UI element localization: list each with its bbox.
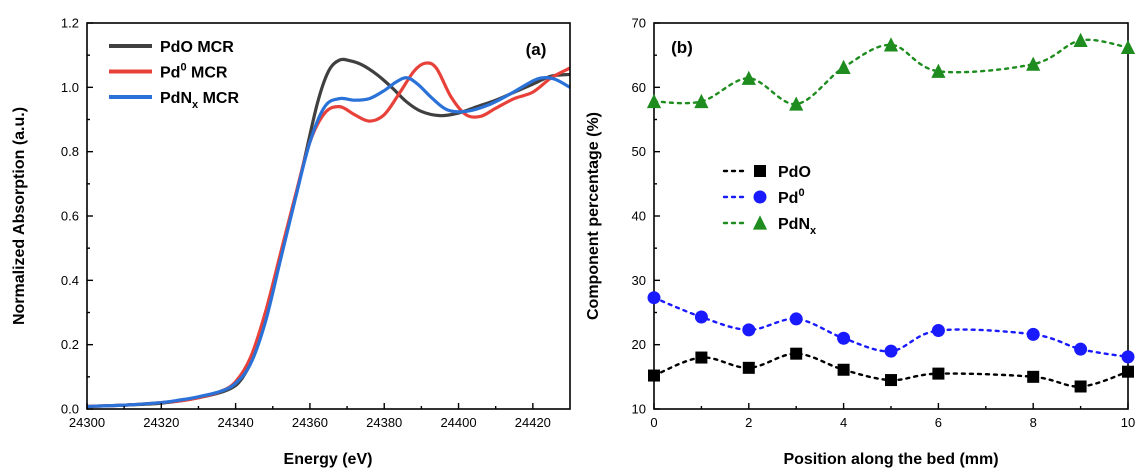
panel-a-y-tick-label: 0.6: [61, 209, 79, 224]
panel-b-series-line-pdnx: [652, 38, 1130, 106]
panel-b-x-tick-label: 0: [650, 415, 657, 430]
panel-a-legend-entry: Pd0 MCR: [160, 62, 228, 82]
panel-b-x-tick-label: 2: [745, 415, 752, 430]
panel-b-point-pdnx: [694, 93, 709, 109]
panel-b-ticks: 0 2 4 6 8 10 10 20 30 40 50 60 70: [632, 16, 1136, 431]
panel-a-y-tick-label: 0.4: [61, 273, 79, 288]
panel-b-y-axis-title: Component percentage (%): [585, 112, 602, 320]
panel-b-x-tick-label: 8: [1030, 415, 1037, 430]
panel-a-y-tick-label: 0.8: [61, 144, 79, 159]
panel-b-point-pd0: [884, 344, 898, 358]
panel-b-y-tick-label: 20: [632, 337, 646, 352]
panel-a-x-tick-label: 24400: [440, 415, 476, 430]
panel-b-point-pdnx: [1073, 32, 1088, 47]
panel-b-y-tick-label: 60: [632, 80, 646, 95]
panel-b-x-tick-label: 4: [840, 415, 847, 430]
panel-b-point-pdo: [695, 351, 708, 364]
panel-a-x-tick-label: 24320: [143, 415, 179, 430]
panel-b-point-pdo: [1027, 370, 1040, 383]
panel-a-legend-entry: PdNx MCR: [160, 90, 239, 111]
panel-b-point-pd0: [1121, 350, 1135, 364]
panel-b-point-pd0: [694, 310, 708, 324]
panel-b-y-tick-label: 10: [632, 402, 646, 417]
panel-a-ticks: 24300 24320 24340 24360 24380 24400 24420 0.0 0.…: [61, 16, 551, 431]
panel-b-legend-marker: [753, 190, 767, 204]
panel-b-point-pd0: [931, 324, 945, 338]
panel-a-series-group: [86, 57, 571, 409]
panel-b-point-pd0: [1074, 342, 1088, 356]
panel-a-series-line-pdnx-mcr: [86, 75, 571, 409]
panel-b-point-pd0: [647, 291, 661, 305]
panel-b-y-tick-label: 40: [632, 209, 646, 224]
panel-a-y-tick-label: 1.2: [61, 16, 79, 31]
panel-b-point-pd0: [789, 312, 803, 326]
panel-b-series-line-pdo: [652, 352, 1130, 388]
panel-b-legend-entry: Pd0: [778, 187, 805, 207]
panel-b-legend-entry: PdNx: [778, 216, 817, 237]
panel-b-point-pdnx: [883, 37, 899, 52]
panel-b-point-pd0: [837, 331, 851, 345]
panel-a-legend: PdO MCR Pd0 MCR PdNx MCR: [109, 39, 239, 111]
panel-b-point-pdnx: [789, 96, 804, 111]
panel-b-y-tick-label: 50: [632, 144, 646, 159]
panel-b-x-axis-title: Position along the bed (mm): [783, 451, 998, 468]
panel-b-point-pdo: [885, 374, 897, 387]
panel-b-point-pdnx: [931, 63, 946, 78]
panel-b-point-pdnx: [646, 93, 662, 109]
panel-a-series-line-pd0-mcr: [86, 61, 571, 409]
panel-b-point-pdnx: [1120, 39, 1136, 55]
panel-b-legend-marker: [754, 165, 766, 177]
panel-a-y-tick-label: 1.0: [61, 80, 79, 95]
panel-a-x-tick-label: 24380: [366, 415, 402, 430]
panel-b-point-pdo: [932, 367, 945, 380]
panel-b-point-pd0: [742, 323, 756, 337]
panel-b-point-pdo: [648, 369, 660, 382]
panel-a-x-axis-title: Energy (eV): [284, 451, 373, 468]
panel-b-point-pdo: [1074, 380, 1087, 393]
panel-a-x-tick-label: 24300: [69, 415, 105, 430]
panel-b-x-tick-label: 6: [935, 415, 942, 430]
panel-a-x-tick-label: 24420: [515, 415, 551, 430]
panel-b-point-pdnx: [1026, 56, 1041, 71]
panel-a-y-axis-title: Normalized Absorption (a.u.): [11, 107, 28, 325]
panel-b-series-line-pd0: [652, 296, 1130, 359]
panel-b-series-group: [646, 32, 1136, 393]
panel-a-y-tick-label: 0.0: [61, 402, 79, 417]
panel-a-y-tick-label: 0.2: [61, 337, 79, 352]
panel-b-legend: PdO Pd0 PdNx: [722, 164, 817, 237]
panel-b-point-pdo: [790, 347, 803, 360]
panel-b-chart: 0 2 4 6 8 10 10 20 30 40 50 60 70 (b) Position along…: [585, 16, 1135, 469]
panel-a-chart: 24300 24320 24340 24360 24380 24400 24420 0.0 0.…: [11, 16, 571, 468]
panel-a-legend-entry: PdO MCR: [160, 39, 234, 56]
panel-a-label: (a): [526, 40, 547, 59]
panel-b-point-pdo: [742, 361, 755, 374]
panel-b-y-tick-label: 30: [632, 273, 646, 288]
panel-b-point-pdo: [1122, 365, 1134, 378]
panel-b-legend-marker: [752, 215, 768, 230]
panel-a-x-tick-label: 24340: [218, 415, 254, 430]
panel-a-x-tick-label: 24360: [292, 415, 328, 430]
panel-b-point-pdo: [837, 363, 850, 376]
panel-b-x-tick-label: 10: [1121, 415, 1135, 430]
panel-b-point-pdnx: [836, 59, 851, 74]
panel-b-point-pd0: [1026, 327, 1040, 341]
panel-b-point-pdnx: [741, 70, 756, 85]
panel-b-legend-entry: PdO: [778, 164, 811, 181]
panel-b-label: (b): [671, 38, 693, 57]
panel-b-y-tick-label: 70: [632, 16, 646, 31]
